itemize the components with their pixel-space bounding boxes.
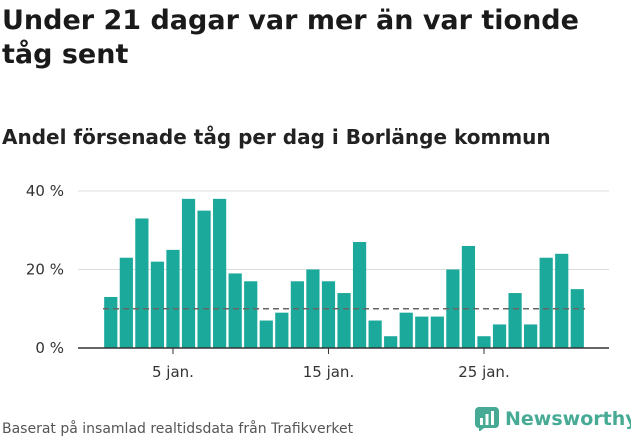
y-tick-label: 0 %: [35, 339, 64, 357]
bar[interactable]: [368, 320, 382, 348]
bar[interactable]: [555, 253, 569, 348]
bar[interactable]: [415, 316, 429, 348]
chart-title: Under 21 dagar var mer än var tionde tåg…: [2, 5, 579, 70]
x-axis: 5 jan. 15 jan. 25 jan.: [78, 347, 609, 381]
bar[interactable]: [477, 336, 491, 348]
bar[interactable]: [352, 242, 367, 348]
x-tick-label: 5 jan.: [152, 363, 194, 381]
bar[interactable]: [461, 245, 476, 348]
brand-name: Newsworthy: [505, 408, 631, 430]
bar[interactable]: [290, 281, 304, 348]
bar[interactable]: [570, 289, 584, 348]
bar[interactable]: [430, 316, 444, 348]
bar[interactable]: [213, 198, 227, 348]
x-tick-label: 25 jan.: [458, 363, 510, 381]
bar[interactable]: [508, 293, 522, 348]
bar[interactable]: [104, 296, 118, 348]
newsworthy-logo-icon: [475, 407, 499, 431]
x-tick-label: 15 jan.: [303, 363, 355, 381]
bar[interactable]: [228, 273, 242, 348]
bar[interactable]: [524, 324, 538, 348]
bar-chart: 0 % 20 % 40 % 5 jan. 15 jan. 25 jan.: [26, 182, 609, 381]
bar[interactable]: [181, 198, 196, 348]
brand-logo[interactable]: Newsworthy: [475, 407, 631, 431]
bar[interactable]: [275, 312, 289, 348]
bar[interactable]: [321, 281, 336, 348]
bar[interactable]: [119, 257, 133, 348]
y-axis-ticks: 0 % 20 % 40 %: [26, 182, 64, 357]
bar[interactable]: [166, 249, 180, 348]
bar[interactable]: [446, 269, 460, 349]
bar[interactable]: [384, 336, 398, 348]
chart-subtitle: Andel försenade tåg per dag i Borlänge k…: [2, 125, 551, 149]
bar[interactable]: [399, 312, 413, 348]
bar[interactable]: [539, 257, 553, 348]
bar[interactable]: [337, 293, 351, 348]
bar[interactable]: [244, 281, 258, 348]
bar[interactable]: [306, 269, 320, 349]
grid-lines: [78, 190, 609, 270]
bar[interactable]: [492, 324, 507, 348]
bar[interactable]: [150, 261, 165, 348]
bar[interactable]: [135, 218, 149, 348]
source-note: Baserat på insamlad realtidsdata från Tr…: [2, 421, 354, 437]
bar[interactable]: [197, 210, 211, 348]
y-tick-label: 20 %: [26, 261, 64, 279]
bar[interactable]: [259, 320, 273, 348]
bars: [104, 198, 584, 349]
y-tick-label: 40 %: [26, 182, 64, 200]
